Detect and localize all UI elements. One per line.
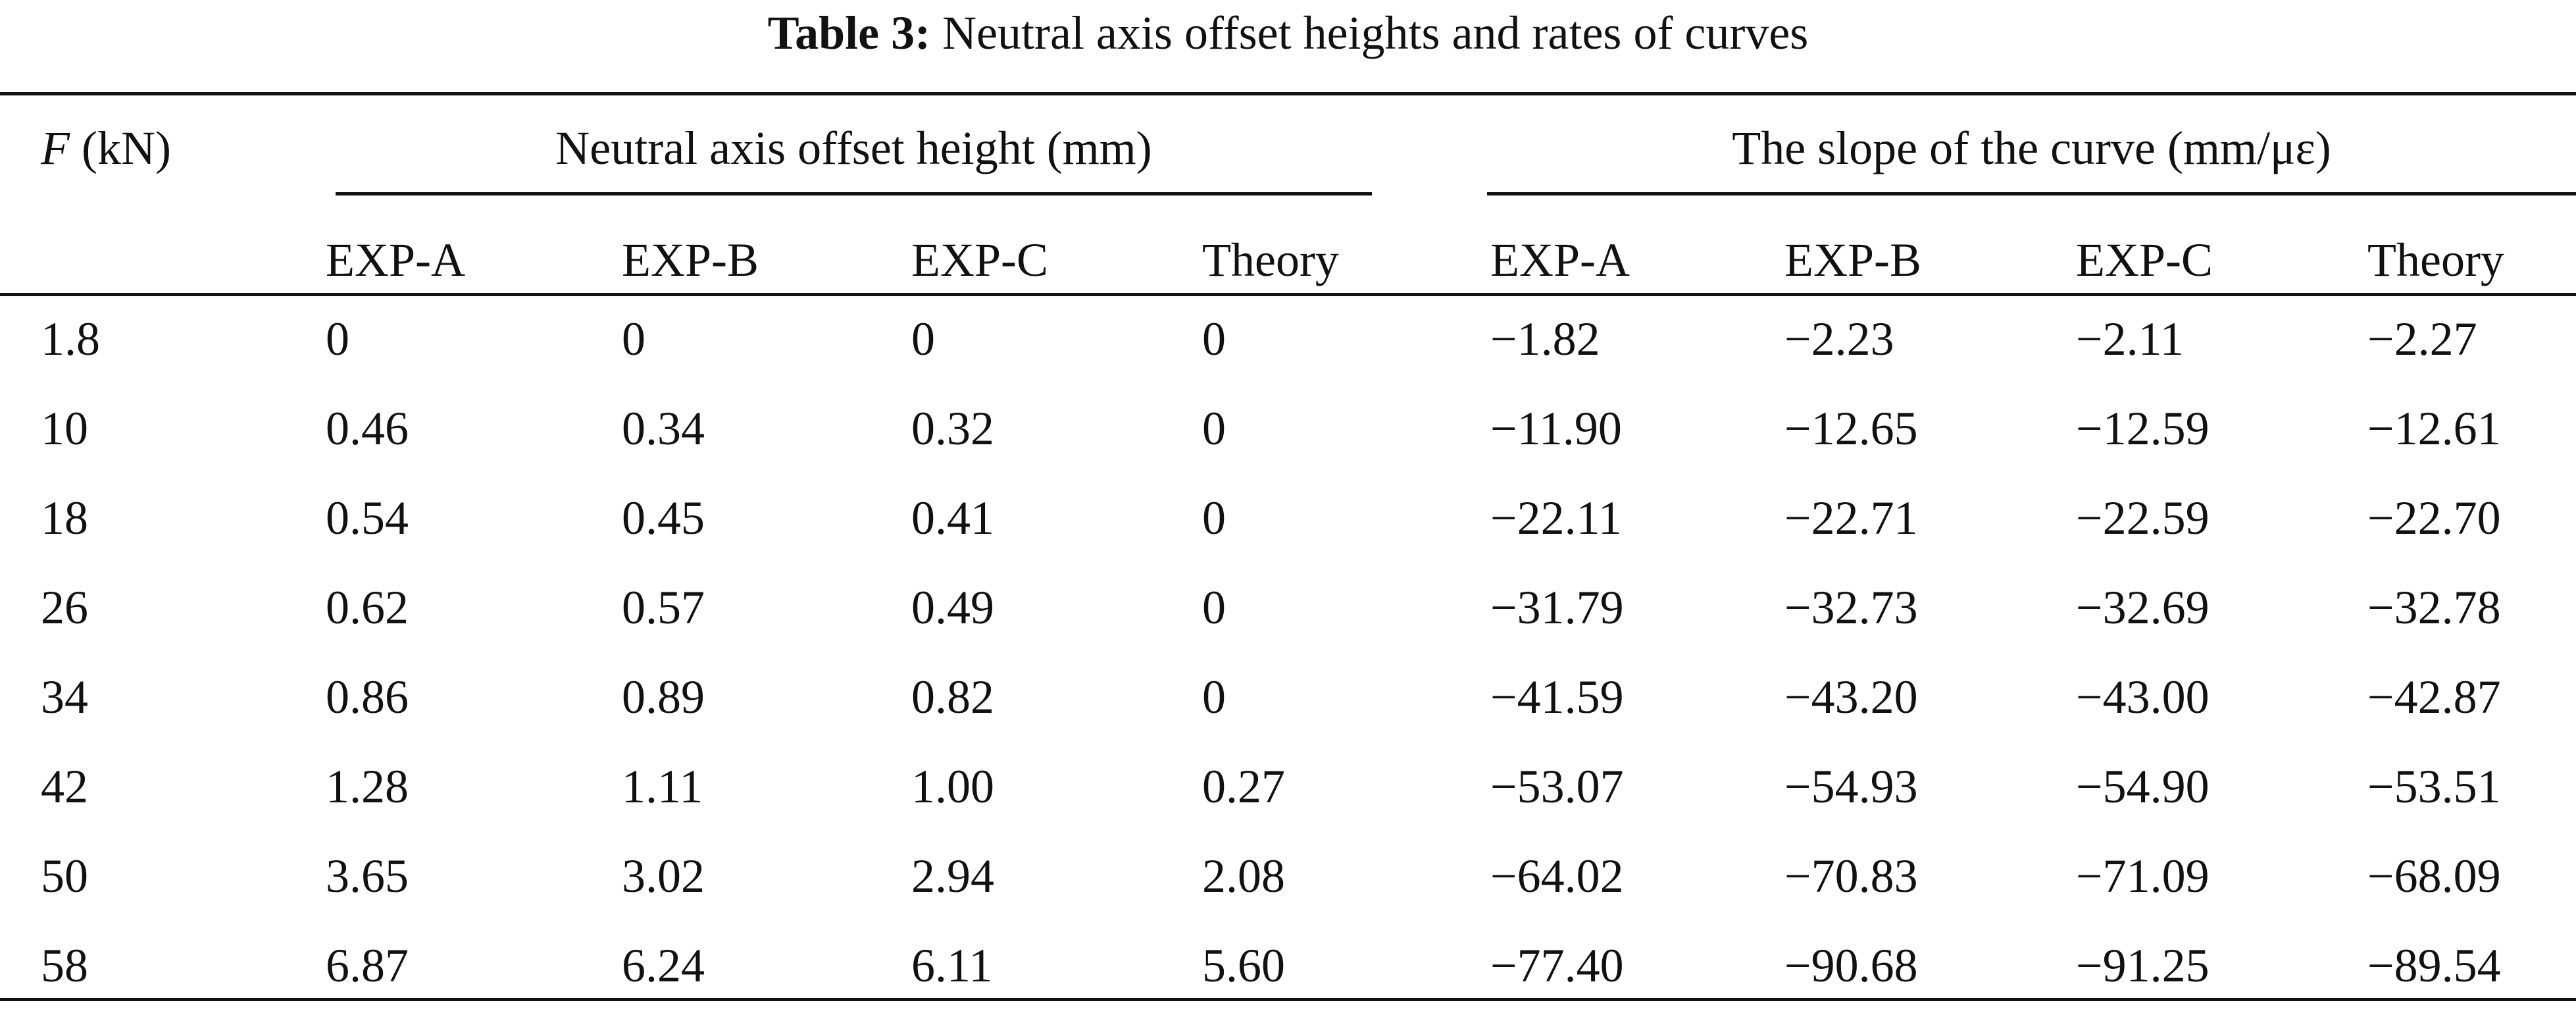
group-rule-slope [1487,192,2576,195]
table-cell: −70.83 [1784,850,1918,902]
table-cell: −22.59 [2076,492,2210,544]
column-header: EXP-C [2076,234,2213,286]
table-cell: 2.94 [911,850,994,902]
table-cell: −12.65 [1784,402,1918,455]
column-header: EXP-A [326,234,465,286]
table-cell: −91.25 [2076,939,2210,992]
row-force-cell: 26 [41,581,88,634]
table-cell: −22.71 [1784,492,1918,544]
table-cell: 0.46 [326,402,409,455]
table-cell: 0 [911,313,935,365]
table-cell: −90.68 [1784,939,1918,992]
column-header: EXP-A [1490,234,1630,286]
table-cell: −32.69 [2076,581,2210,634]
column-header: EXP-B [622,234,759,286]
row-force-cell: 50 [41,850,88,902]
table-cell: 1.11 [622,760,703,813]
row-force-cell: 58 [41,939,88,992]
row-force-cell: 1.8 [41,313,100,365]
table-cell: −53.07 [1490,760,1624,813]
column-header: Theory [1202,234,1339,286]
table-caption: Table 3: Neutral axis offset heights and… [0,0,2576,66]
table-cell: −68.09 [2367,850,2501,902]
table-cell: 0.86 [326,671,409,723]
row-force-cell: 42 [41,760,88,813]
table-cell: −43.00 [2076,671,2210,723]
column-header: Theory [2367,234,2504,286]
group-rule-offset-height [336,192,1372,195]
table-cell: −22.11 [1490,492,1622,544]
table-cell: 0.54 [326,492,409,544]
table-cell: 2.08 [1202,850,1285,902]
table-cell: 0.57 [622,581,705,634]
table-cell: 1.28 [326,760,409,813]
table-cell: 1.00 [911,760,994,813]
table-cell: 0.89 [622,671,705,723]
table-cell: −2.23 [1784,313,1894,365]
table-cell: −64.02 [1490,850,1624,902]
column-header: EXP-C [911,234,1049,286]
table-cell: 5.60 [1202,939,1285,992]
table-cell: 0 [326,313,349,365]
table-cell: 0.34 [622,402,705,455]
table-cell: −2.27 [2367,313,2477,365]
row-force-cell: 10 [41,402,88,455]
table-cell: −12.59 [2076,402,2210,455]
table-caption-label: Table 3: [767,7,931,59]
table-cell: 0 [1202,492,1226,544]
table-cell: −1.82 [1490,313,1600,365]
top-rule [0,92,2576,95]
table-cell: −32.73 [1784,581,1918,634]
table-cell: 0 [1202,581,1226,634]
table-cell: −11.90 [1490,402,1622,455]
table-cell: −12.61 [2367,402,2501,455]
table-cell: −43.20 [1784,671,1918,723]
table-cell: −2.11 [2076,313,2184,365]
table-cell: 6.87 [326,939,409,992]
table-cell: 0.45 [622,492,705,544]
table-cell: 0.49 [911,581,994,634]
row-force-cell: 34 [41,671,88,723]
table-cell: 0 [1202,671,1226,723]
table-cell: −22.70 [2367,492,2501,544]
row-force-cell: 18 [41,492,88,544]
table-cell: −42.87 [2367,671,2501,723]
row-header-symbol: F [41,122,70,174]
column-header: EXP-B [1784,234,1922,286]
group-title-slope: The slope of the curve (mm/με) [1732,122,2331,174]
table-cell: 0.82 [911,671,994,723]
table-cell: −53.51 [2367,760,2501,813]
table-cell: 6.11 [911,939,993,992]
table-cell: 0 [1202,313,1226,365]
table-cell: −32.78 [2367,581,2501,634]
bottom-rule [0,998,2576,1001]
table-cell: −31.79 [1490,581,1624,634]
table-cell: 0.32 [911,402,994,455]
table-cell: 3.65 [326,850,409,902]
row-header-unit: (kN) [81,122,171,174]
table-cell: 0.62 [326,581,409,634]
group-title-offset-height: Neutral axis offset height (mm) [555,122,1152,174]
table-cell: 0.41 [911,492,994,544]
header-rule [0,293,2576,296]
table-cell: −54.93 [1784,760,1918,813]
table-cell: −89.54 [2367,939,2501,992]
table-cell: −54.90 [2076,760,2210,813]
table-cell: 0.27 [1202,760,1285,813]
table-caption-text: Neutral axis offset heights and rates of… [942,7,1809,59]
row-header-force: F (kN) [41,118,171,178]
table-cell: −77.40 [1490,939,1624,992]
table-cell: 3.02 [622,850,705,902]
table-cell: −41.59 [1490,671,1624,723]
table-cell: 0 [1202,402,1226,455]
table-cell: −71.09 [2076,850,2210,902]
table-cell: 6.24 [622,939,705,992]
table-cell: 0 [622,313,645,365]
